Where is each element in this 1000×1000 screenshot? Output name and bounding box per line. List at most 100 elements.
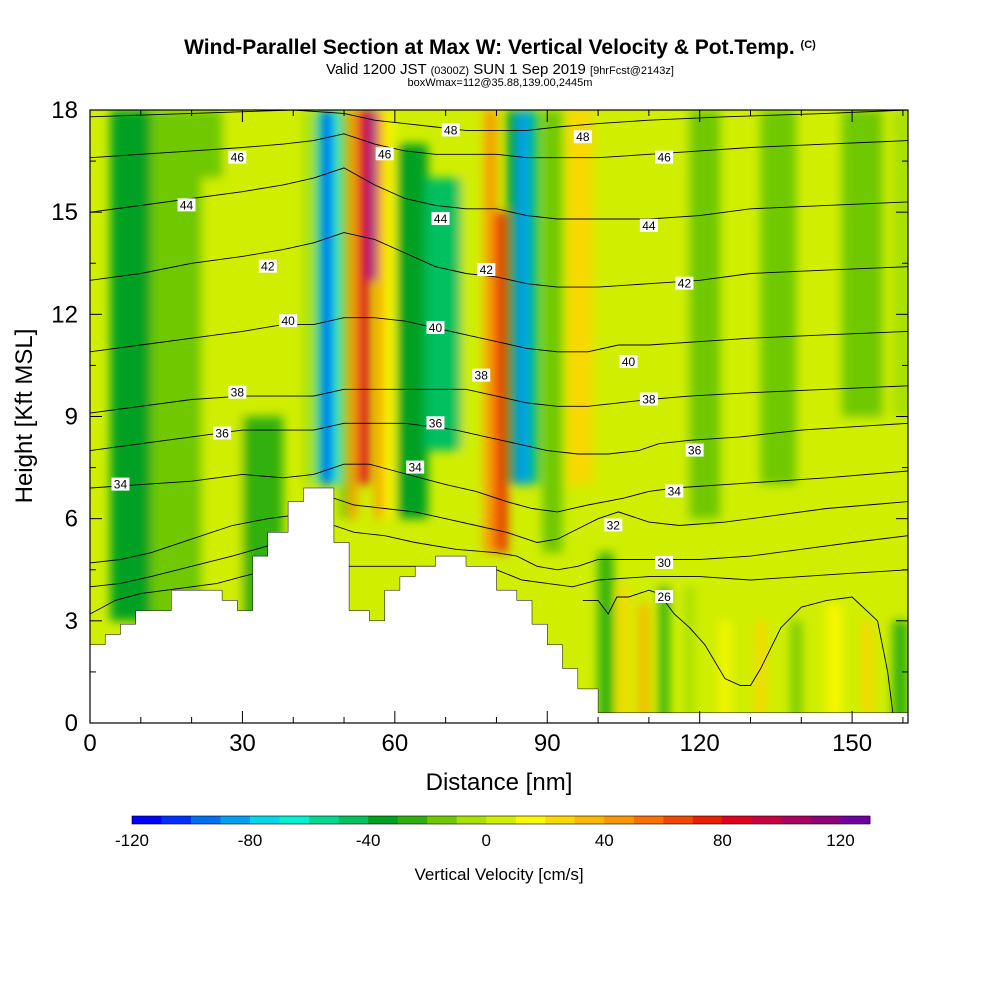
y-tick-label: 15 — [51, 199, 78, 226]
svg-text:38: 38 — [642, 392, 656, 406]
svg-text:40: 40 — [429, 321, 443, 335]
velocity-band-37 — [826, 603, 842, 723]
colorbar-swatch — [279, 816, 310, 824]
velocity-band-36 — [791, 620, 802, 723]
velocity-band-39 — [892, 620, 908, 723]
velocity-band-0 — [110, 110, 151, 621]
x-tick-label: 60 — [381, 730, 408, 757]
velocity-band-7 — [331, 110, 340, 485]
velocity-band-5 — [315, 110, 325, 485]
svg-text:34: 34 — [114, 478, 128, 492]
svg-text:36: 36 — [429, 416, 443, 430]
svg-text:38: 38 — [231, 386, 245, 400]
velocity-band-19 — [506, 110, 517, 485]
svg-text:48: 48 — [576, 130, 590, 144]
velocity-band-27 — [841, 110, 883, 417]
colorbar-swatch — [751, 816, 782, 824]
y-tick-label: 3 — [65, 608, 78, 635]
copyright-mark: (C) — [800, 39, 816, 51]
colorbar-tick-label: -80 — [238, 831, 263, 850]
svg-text:46: 46 — [378, 147, 392, 161]
svg-text:42: 42 — [678, 277, 692, 291]
colorbar-swatch — [840, 816, 871, 824]
colorbar-swatch — [397, 816, 428, 824]
velocity-band-22 — [542, 110, 563, 553]
svg-text:36: 36 — [215, 427, 229, 441]
colorbar-tick-label: 40 — [595, 831, 614, 850]
colorbar-swatch — [515, 816, 546, 824]
velocity-band-17 — [483, 110, 497, 553]
colorbar-swatch — [161, 816, 192, 824]
chart-title: Wind-Parallel Section at Max W: Vertical… — [184, 36, 816, 59]
svg-text:44: 44 — [642, 219, 656, 233]
colorbar-swatch — [368, 816, 398, 824]
velocity-band-12 — [375, 110, 384, 519]
velocity-band-10 — [357, 110, 370, 485]
isentrope-32 — [90, 497, 908, 564]
colorbar-label: Vertical Velocity [cm/s] — [414, 865, 583, 884]
velocity-band-2 — [201, 178, 243, 621]
velocity-band-23 — [567, 110, 593, 485]
x-axis: 0 30 60 90 120 150 — [83, 110, 904, 757]
contour-label-23: 32 — [604, 518, 623, 532]
svg-text:44: 44 — [180, 198, 194, 212]
velocity-band-26 — [760, 110, 797, 485]
svg-text:46: 46 — [231, 151, 245, 165]
colorbar-swatch — [191, 816, 221, 824]
contour-label-2: 46 — [228, 150, 247, 165]
contour-label-18: 36 — [426, 416, 445, 430]
y-tick-label: 9 — [65, 404, 78, 431]
velocity-band-32 — [659, 586, 670, 723]
isentrope-26 — [582, 589, 894, 713]
isentrope-34 — [90, 463, 908, 513]
svg-text:44: 44 — [434, 212, 448, 226]
contour-label-13: 40 — [619, 355, 638, 369]
colorbar-swatch — [456, 816, 487, 824]
velocity-band-38 — [862, 620, 873, 723]
velocity-band-14 — [397, 144, 428, 519]
vertical-velocity-field — [110, 110, 908, 723]
contour-label-19: 36 — [685, 443, 704, 458]
contour-label-5: 44 — [177, 198, 196, 212]
isentrope-46 — [90, 133, 908, 159]
colorbar-swatch — [692, 816, 723, 824]
velocity-band-8 — [339, 110, 349, 519]
y-axis-label: Height [Kft MSL] — [11, 329, 38, 504]
colorbar-swatch — [633, 816, 664, 824]
svg-text:38: 38 — [475, 369, 489, 383]
velocity-band-31 — [638, 603, 649, 723]
colorbar-swatch — [486, 816, 517, 824]
velocity-band-34 — [720, 620, 731, 723]
velocity-band-6 — [322, 110, 333, 485]
isentrope-38 — [90, 385, 908, 414]
svg-text:40: 40 — [281, 314, 295, 328]
svg-text:46: 46 — [657, 151, 671, 165]
isentrope-40 — [90, 317, 908, 353]
x-tick-label: 30 — [229, 730, 256, 757]
colorbar-swatch — [132, 816, 162, 824]
colorbar-swatch — [781, 816, 812, 824]
contour-label-11: 40 — [279, 314, 298, 328]
contour-label-15: 38 — [472, 368, 491, 383]
contour-label-6: 44 — [431, 211, 450, 226]
colorbar-swatch — [309, 816, 339, 824]
svg-text:40: 40 — [622, 355, 636, 369]
contour-label-17: 36 — [213, 426, 232, 441]
contour-label-24: 30 — [655, 555, 674, 570]
velocity-band-29 — [598, 552, 614, 723]
isentrope-48 — [90, 110, 908, 131]
contour-label-10: 42 — [675, 276, 694, 291]
contour-label-1: 48 — [573, 130, 592, 144]
colorbar-swatch — [427, 816, 458, 824]
colorbar-swatch — [250, 816, 280, 824]
contour-label-16: 38 — [639, 392, 658, 406]
contour-label-22: 34 — [665, 484, 684, 498]
colorbar-swatch — [663, 816, 694, 824]
terrain — [90, 487, 908, 723]
velocity-band-30 — [618, 586, 629, 723]
colorbar-swatch — [604, 816, 635, 824]
isentrope-44 — [90, 167, 908, 220]
colorbar-tick-label: 0 — [482, 831, 491, 850]
